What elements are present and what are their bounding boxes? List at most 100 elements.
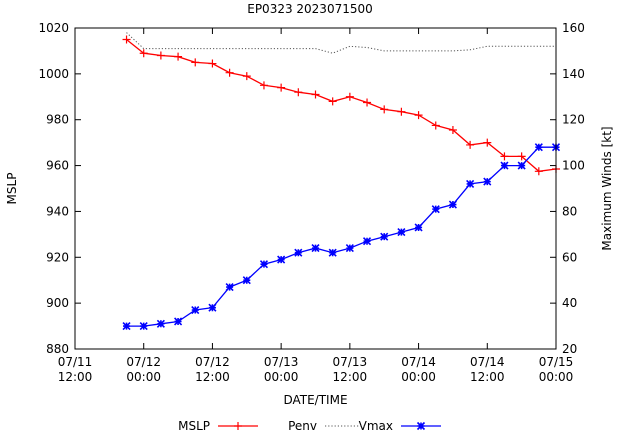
series-line-penv: [126, 38, 557, 172]
y-left-tick-label: 980: [46, 113, 69, 127]
data-point-penv: [448, 126, 457, 135]
legend-label-penv: Penv: [288, 419, 317, 432]
series-penv: [122, 35, 560, 176]
data-point-vmax: [380, 232, 389, 241]
data-point-vmax: [225, 283, 234, 292]
y-right-tick-label: 60: [562, 250, 577, 264]
y-axis-right-label: Maximum Winds [kt]: [600, 126, 614, 250]
x-tick-label-time: 00:00: [126, 370, 161, 384]
legend: MSLP Penv Vmax: [178, 419, 441, 432]
y-left-tick-label: 880: [46, 342, 69, 356]
data-point-vmax: [139, 322, 148, 331]
data-point-penv: [328, 97, 337, 106]
y-right-tick-label: 160: [562, 21, 585, 35]
data-point-penv: [139, 49, 148, 58]
data-point-penv: [414, 111, 423, 120]
data-point-vmax: [517, 161, 526, 170]
data-point-vmax: [483, 177, 492, 186]
y-right-tick-label: 100: [562, 159, 585, 173]
data-point-vmax: [431, 205, 440, 214]
y-right-tick-label: 20: [562, 342, 577, 356]
legend-label-mslp: MSLP: [178, 419, 210, 432]
y-right-tick-label: 140: [562, 67, 585, 81]
data-point-penv: [466, 140, 475, 149]
legend-label-vmax: Vmax: [359, 419, 393, 432]
x-tick-label-date: 07/14: [470, 355, 505, 369]
x-tick-label-date: 07/12: [126, 355, 161, 369]
data-point-penv: [294, 88, 303, 97]
data-point-vmax: [534, 143, 543, 152]
data-point-vmax: [500, 161, 509, 170]
data-point-vmax: [397, 227, 406, 237]
y-left-tick-label: 900: [46, 296, 69, 310]
series-vmax: [122, 143, 561, 331]
data-point-penv: [397, 107, 406, 116]
data-point-vmax: [242, 276, 251, 285]
x-tick-label-date: 07/14: [401, 355, 436, 369]
data-point-penv: [225, 68, 234, 77]
y-right-tick-label: 120: [562, 113, 585, 127]
data-point-vmax: [294, 248, 303, 257]
data-point-vmax: [466, 179, 475, 188]
data-point-penv: [431, 121, 440, 130]
series-line-environment-pressure: [126, 32, 556, 54]
data-point-vmax: [328, 248, 337, 257]
data-point-penv: [191, 58, 200, 67]
x-tick-label-time: 00:00: [539, 370, 574, 384]
x-tick-label-time: 12:00: [58, 370, 93, 384]
data-point-penv: [242, 72, 251, 81]
data-point-penv: [534, 167, 543, 176]
y-left-tick-label: 960: [46, 159, 69, 173]
data-point-penv: [311, 90, 320, 99]
x-tick-label-date: 07/13: [333, 355, 368, 369]
data-point-vmax: [191, 305, 200, 315]
x-tick-label-date: 07/15: [539, 355, 574, 369]
data-point-vmax: [122, 322, 131, 331]
data-point-vmax: [448, 200, 457, 209]
data-point-vmax: [156, 319, 165, 328]
y-left-tick-label: 1020: [38, 21, 69, 35]
data-point-vmax: [414, 223, 423, 232]
x-tick-label-time: 00:00: [401, 370, 436, 384]
plot-frame: [74, 27, 557, 350]
data-point-penv: [363, 98, 372, 107]
x-tick-label-time: 12:00: [195, 370, 230, 384]
data-point-penv: [208, 59, 217, 68]
x-tick-label-time: 12:00: [333, 370, 368, 384]
y-axis-left-label: MSLP: [5, 173, 19, 205]
series-line-vmax: [126, 146, 556, 327]
y-right-tick-label: 40: [562, 296, 577, 310]
x-tick-label-time: 00:00: [264, 370, 299, 384]
y-left-tick-label: 920: [46, 250, 69, 264]
data-point-vmax: [362, 237, 372, 246]
data-point-penv: [483, 138, 492, 147]
data-point-penv: [259, 81, 268, 90]
x-tick-label-time: 12:00: [470, 370, 505, 384]
x-axis-label: DATE/TIME: [283, 393, 347, 407]
data-point-penv: [500, 152, 509, 161]
series-layer: [122, 32, 561, 331]
data-point-vmax: [174, 317, 183, 326]
data-point-penv: [122, 35, 131, 44]
data-point-vmax: [345, 244, 354, 253]
data-point-penv: [517, 152, 526, 161]
data-point-vmax: [277, 255, 286, 264]
data-point-penv: [156, 51, 165, 60]
axis-ticks: 880 900 920 940 960 980 1000 1020 20 40 60 80 100 120…: [38, 21, 584, 384]
y-left-tick-label: 1000: [38, 67, 69, 81]
x-tick-label-date: 07/13: [264, 355, 299, 369]
y-right-tick-label: 80: [562, 204, 577, 218]
data-point-penv: [345, 92, 354, 101]
legend-marker-penv: [234, 422, 242, 430]
legend-marker-vmax: [416, 421, 426, 431]
data-point-vmax: [208, 303, 217, 312]
y-left-tick-label: 940: [46, 204, 69, 218]
data-point-vmax: [311, 244, 320, 253]
chart-title: EP0323 2023071500: [247, 2, 373, 16]
x-tick-label-date: 07/12: [195, 355, 230, 369]
x-tick-label-date: 07/11: [58, 355, 93, 369]
data-point-penv: [277, 83, 286, 92]
data-point-vmax: [259, 260, 269, 269]
series-environment-pressure: [126, 32, 556, 54]
